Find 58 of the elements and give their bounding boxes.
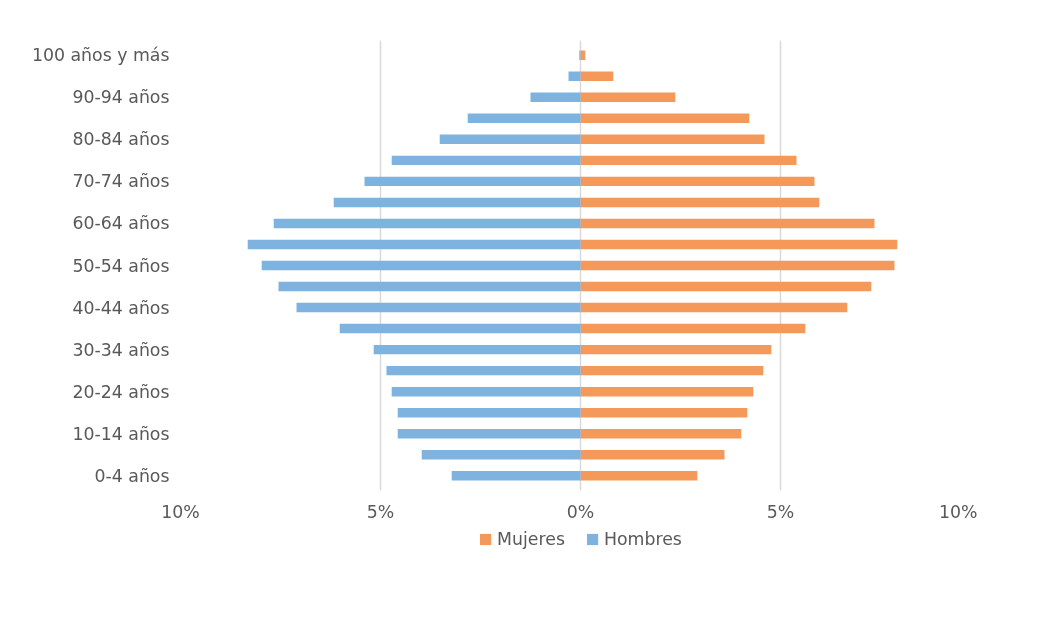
bar [247, 239, 581, 250]
bar [568, 71, 581, 81]
y-tick-label: 80-84 años [72, 129, 170, 150]
bar [421, 450, 581, 460]
bar [580, 176, 815, 187]
bar [580, 428, 742, 439]
x-tick-label: 0% [566, 501, 595, 522]
bar [339, 323, 581, 334]
bar [580, 344, 772, 355]
bar [580, 92, 676, 103]
bar [580, 260, 895, 271]
y-tick-label: 70-74 años [72, 171, 170, 192]
legend-label: Hombres [603, 529, 682, 549]
bar [580, 281, 872, 292]
bar [364, 176, 581, 187]
bar [273, 218, 581, 229]
y-tick-label: 50-54 años [72, 255, 170, 276]
bar [580, 218, 875, 229]
bar [451, 471, 581, 481]
y-tick-label: 0-4 años [94, 465, 170, 486]
bar [278, 281, 581, 292]
bar [373, 344, 581, 355]
bar [580, 155, 797, 166]
bar [391, 386, 581, 397]
bar [580, 302, 848, 313]
bar [391, 155, 581, 166]
bar [580, 450, 725, 460]
bar [397, 428, 581, 439]
bar [580, 471, 698, 481]
y-tick-label: 40-44 años [72, 297, 170, 318]
bar [580, 239, 898, 250]
bar [580, 386, 754, 397]
y-tick-label: 20-24 años [72, 381, 170, 402]
bar [261, 260, 581, 271]
bar [580, 71, 614, 81]
bar [580, 197, 820, 208]
x-tick-label: 5% [366, 501, 395, 522]
bar [580, 113, 750, 124]
bar [530, 92, 581, 103]
y-tick-label: 90-94 años [72, 87, 170, 108]
bar [580, 134, 765, 145]
y-tick-label: 60-64 años [72, 213, 170, 234]
y-tick-label: 30-34 años [72, 339, 170, 360]
y-tick-label: 10-14 años [72, 423, 170, 444]
legend-label: Mujeres [497, 529, 565, 549]
bar [386, 365, 581, 376]
bar [439, 134, 581, 145]
bar [580, 323, 806, 334]
x-tick-label: 5% [766, 501, 795, 522]
bar [333, 197, 581, 208]
x-tick-label: 10% [938, 501, 978, 522]
bar [397, 407, 581, 418]
bar [580, 407, 748, 418]
x-tick-label: 10% [161, 501, 200, 522]
y-tick-label: 100 años y más [31, 45, 170, 66]
bar [296, 302, 581, 313]
bar [467, 113, 581, 124]
bar [580, 365, 764, 376]
